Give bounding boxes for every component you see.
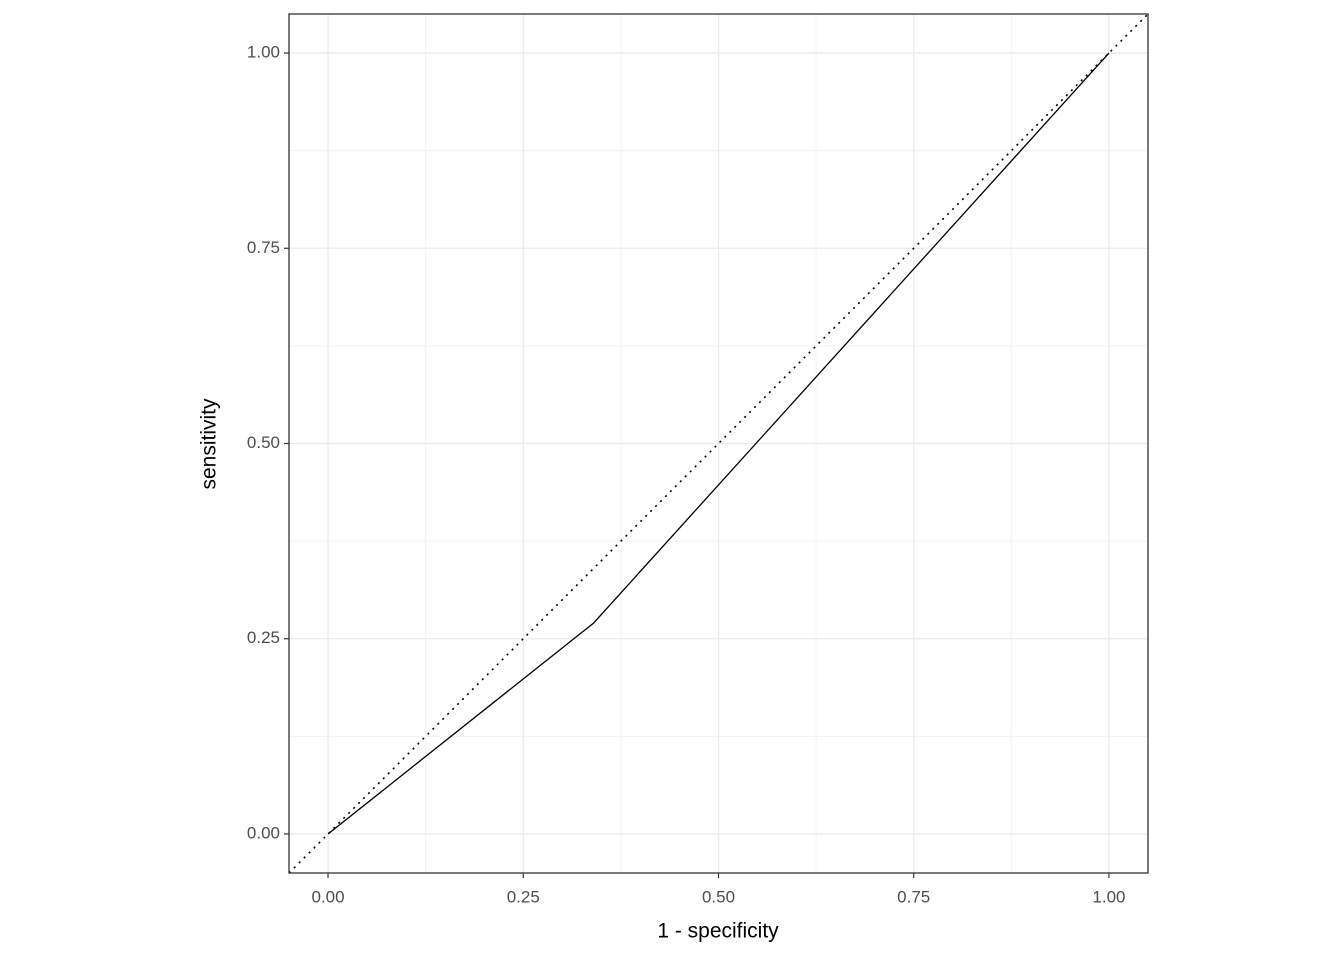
y-tick-label: 1.00 bbox=[247, 43, 280, 62]
panel-border bbox=[288, 13, 1149, 874]
roc-line bbox=[327, 52, 1110, 835]
x-tick-label: 1.00 bbox=[1092, 887, 1125, 906]
y-tick-label: 0.75 bbox=[247, 238, 280, 257]
y-tick-label: 0.50 bbox=[247, 433, 280, 452]
x-tick-label: 0.25 bbox=[507, 887, 540, 906]
y-tick-label: 0.25 bbox=[247, 628, 280, 647]
y-tick-label: 0.00 bbox=[247, 823, 280, 842]
x-axis-title: 1 - specificity bbox=[657, 920, 779, 943]
x-tick-label: 0.50 bbox=[702, 887, 735, 906]
y-axis-title: sensitivity bbox=[198, 398, 221, 490]
x-tick-label: 0.00 bbox=[311, 887, 344, 906]
x-tick-label: 0.75 bbox=[897, 887, 930, 906]
